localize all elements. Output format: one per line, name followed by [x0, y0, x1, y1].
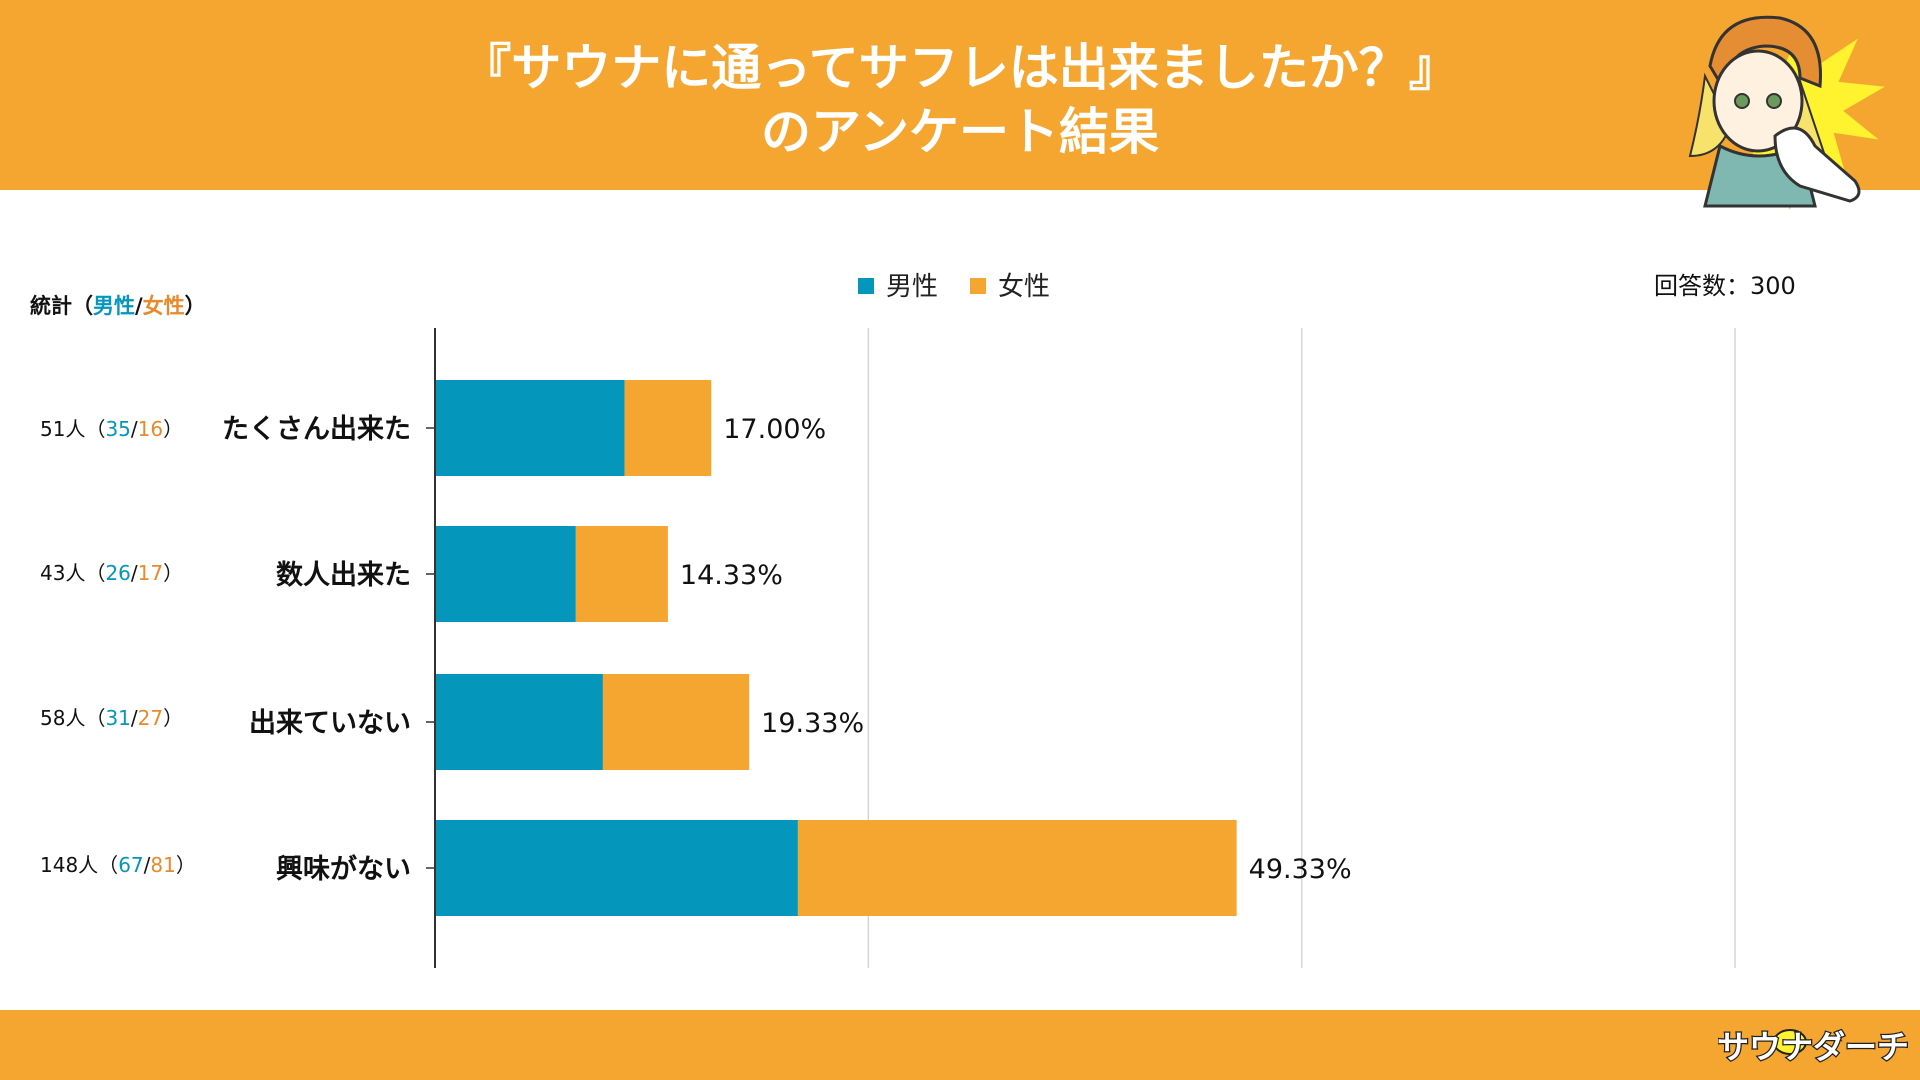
mascot-hand	[1773, 126, 1861, 203]
category-label: 興味がない	[276, 853, 411, 885]
stat-sep: /	[130, 417, 138, 441]
stat-sep: /	[143, 853, 151, 877]
stat-row-2: 43人（26/17）	[40, 561, 183, 585]
bar-female	[797, 820, 1237, 916]
stats-header-male: 男性	[93, 294, 135, 318]
stat-total: 148人（	[40, 853, 119, 877]
footer-bar	[0, 1010, 1920, 1080]
category-label: たくさん出来た	[222, 414, 411, 445]
stats-header-prefix: 統計（	[30, 294, 93, 318]
stat-close: ）	[163, 417, 184, 441]
stat-close: ）	[175, 853, 196, 877]
category-label: 数人出来た	[276, 560, 411, 591]
response-count: 回答数：300	[1654, 272, 1796, 300]
stat-male: 26	[105, 561, 131, 585]
stat-male: 31	[105, 706, 131, 730]
stat-row-1: 51人（35/16）	[40, 417, 183, 441]
logo-text: サウナダーチ	[1718, 1028, 1908, 1066]
data-label: 14.33%	[680, 560, 783, 591]
page-title: 『サウナに通ってサフレは出来ましたか？』 のアンケート結果	[0, 36, 1920, 164]
stat-female: 17	[137, 561, 164, 585]
stat-female: 27	[137, 706, 164, 730]
mascot-illustration	[1688, 15, 1890, 210]
stat-total: 58人（	[40, 706, 106, 730]
legend-swatch-female	[970, 278, 986, 294]
data-label: 49.33%	[1249, 854, 1352, 885]
mascot-face	[1712, 49, 1804, 153]
stat-total: 51人（	[40, 417, 106, 441]
sauna-logo: サウナダーチ	[1718, 1027, 1908, 1068]
stat-row-4: 148人（67/81）	[40, 853, 196, 877]
legend-label-female: 女性	[998, 272, 1050, 302]
stat-female: 16	[137, 417, 164, 441]
bar-female	[575, 526, 668, 622]
stat-close: ）	[163, 706, 184, 730]
bar-male	[435, 380, 625, 476]
stat-male: 35	[105, 417, 131, 441]
category-label: 出来ていない	[249, 708, 411, 739]
legend-swatch-male	[858, 278, 874, 294]
stat-male: 67	[118, 853, 144, 877]
stat-sep: /	[130, 706, 138, 730]
header-bar	[0, 0, 1920, 190]
stat-female: 81	[150, 853, 176, 877]
stats-header: 統計（男性/女性）	[30, 290, 206, 320]
stats-header-sep: /	[135, 294, 143, 318]
bar-male	[435, 674, 603, 770]
stat-sep: /	[130, 561, 138, 585]
data-label: 17.00%	[723, 414, 826, 445]
stat-total: 43人（	[40, 561, 106, 585]
title-line-1: 『サウナに通ってサフレは出来ましたか？』	[461, 39, 1459, 97]
bar-male	[435, 820, 798, 916]
data-label: 19.33%	[761, 708, 864, 739]
stats-header-suffix: ）	[184, 294, 206, 318]
title-line-2: のアンケート結果	[761, 103, 1159, 161]
logo-badge-icon	[1773, 1029, 1807, 1055]
mascot-hood	[1708, 15, 1822, 91]
stat-close: ）	[163, 561, 184, 585]
bar-female	[602, 674, 750, 770]
mascot-eye-right	[1766, 93, 1782, 109]
legend-label-male: 男性	[886, 272, 938, 302]
stat-row-3: 58人（31/27）	[40, 706, 183, 730]
bar-female	[624, 380, 712, 476]
mascot-eye-left	[1734, 93, 1750, 109]
bar-male	[435, 526, 576, 622]
stats-header-female: 女性	[142, 294, 185, 318]
